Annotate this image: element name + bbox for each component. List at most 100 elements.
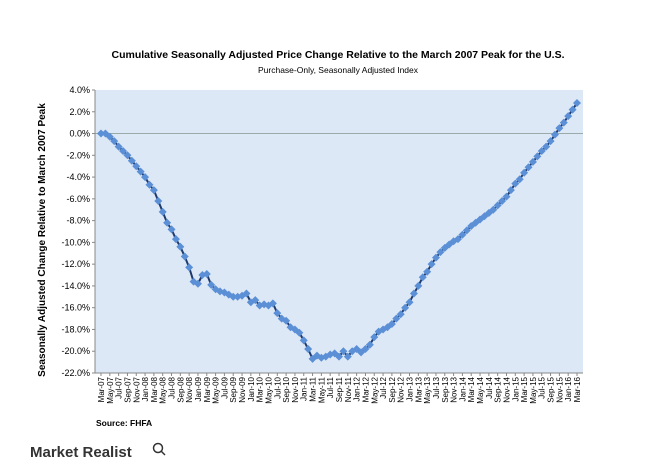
logo-icon [152,442,166,456]
x-tick-label: Nov-08 [185,376,194,402]
x-tick-label: Nov-11 [344,376,353,402]
y-tick-label: -4.0% [66,172,90,182]
x-tick-label: Nov-10 [291,376,300,402]
x-tick-label: Mar-13 [414,376,423,402]
data-point [339,347,348,356]
source-note: Source: FHFA [96,418,152,428]
data-point [489,205,498,214]
x-tick-label: Jan-08 [141,376,150,401]
y-tick-label: -18.0% [61,324,90,334]
data-point [119,146,128,155]
data-point [564,112,573,121]
x-tick-label: Jul-08 [168,376,177,398]
data-point [176,242,185,251]
x-tick-label: Sep-13 [441,376,450,402]
data-point [392,314,401,323]
y-tick-label: -22.0% [61,368,90,378]
plot-area [95,90,583,373]
x-tick-label: Mar-15 [520,376,529,402]
x-tick-label: Nov-09 [238,376,247,402]
y-axis-title: Seasonally Adjusted Change Relative to M… [37,103,48,377]
data-point [202,269,211,278]
x-tick-label: Jan-12 [353,376,362,401]
data-point [361,345,370,354]
x-tick-label: Jul-13 [432,376,441,398]
x-tick-label: Jul-14 [485,376,494,398]
data-point [423,267,432,276]
data-point [458,230,467,239]
data-point [97,129,105,138]
data-point [528,157,537,166]
data-point [511,179,520,188]
x-tick-label: May-11 [317,376,326,403]
x-tick-label: Jan-11 [300,376,309,400]
y-tick-label: -14.0% [61,281,90,291]
data-point [185,263,194,272]
y-tick-label: -8.0% [66,216,90,226]
data-point [401,303,410,312]
data-point [533,152,542,161]
data-point [431,253,440,262]
data-point [145,180,154,189]
data-point [171,235,180,244]
data-point [520,168,529,177]
x-tick-label: Jul-07 [115,376,124,398]
data-point [568,105,577,114]
x-tick-label: Jul-11 [326,376,335,398]
y-tick-label: -20.0% [61,346,90,356]
x-tick-label: May-08 [159,376,168,403]
data-point [542,142,551,151]
data-point [136,167,145,176]
x-tick-label: Jul-10 [273,376,282,398]
x-tick-label: Jul-15 [538,376,547,398]
x-tick-label: May-07 [106,376,115,403]
x-tick-label: Sep-09 [229,376,238,402]
data-point [506,186,515,195]
data-point [299,336,308,345]
data-point [127,156,136,165]
data-point [555,124,564,133]
x-tick-label: Nov-12 [397,376,406,402]
data-point [132,162,141,171]
data-point [123,151,132,160]
data-point [427,260,436,269]
data-point [493,201,502,210]
x-tick-label: Jan-13 [406,376,415,401]
x-tick-label: Jan-14 [458,376,467,401]
data-point [304,345,313,354]
data-point [418,273,427,282]
data-point [573,99,581,108]
chart-title: Cumulative Seasonally Adjusted Price Cha… [111,49,564,61]
data-point [502,192,511,201]
x-tick-label: Mar-12 [361,376,370,402]
data-point [158,207,167,216]
x-tick-label: Sep-12 [388,376,397,402]
data-point [498,197,507,206]
x-tick-label: Nov-15 [555,376,564,402]
data-point [163,218,172,227]
x-tick-label: Sep-15 [547,376,556,402]
x-tick-label: Sep-07 [123,376,132,402]
data-point [524,163,533,172]
data-point [149,186,158,195]
x-tick-label: Sep-10 [282,376,291,402]
x-tick-label: Mar-14 [467,376,476,402]
data-point [515,175,524,184]
y-tick-label: -12.0% [61,259,90,269]
data-point [550,130,559,139]
data-point [273,309,282,318]
data-point [251,296,260,305]
data-point [242,289,251,298]
y-tick-label: -6.0% [66,194,90,204]
y-tick-label: 4.0% [69,85,90,95]
x-tick-label: Sep-08 [176,376,185,402]
data-point [282,316,291,325]
data-point [180,252,189,261]
data-point [436,248,445,257]
data-point [110,137,119,146]
data-point [335,352,343,361]
x-tick-label: Sep-11 [335,376,344,402]
x-tick-label: Mar-08 [150,376,159,402]
x-tick-label: May-09 [212,376,221,403]
data-point [268,299,277,308]
